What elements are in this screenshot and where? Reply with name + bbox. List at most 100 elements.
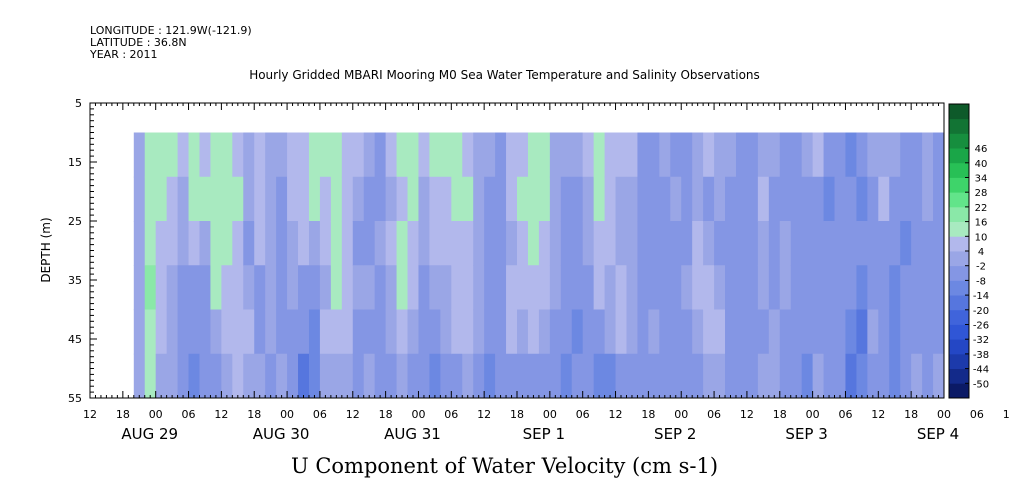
heatmap-cell [265,353,277,398]
heatmap-cell [232,132,244,178]
x-day-label: SEP 1 [523,425,565,443]
heatmap-cell [670,176,682,222]
heatmap-cell [385,221,398,266]
x-day-label: SEP 4 [917,425,959,443]
heatmap-cell [768,132,781,178]
heatmap-cell [166,265,179,311]
heatmap-cell [363,265,376,311]
heatmap-cell [725,353,737,398]
heatmap-cell [900,221,912,266]
heatmap-cell [933,132,944,178]
heatmap-cell [538,132,551,178]
x-hour-label: 06 [576,408,590,421]
heatmap-cell [232,265,244,311]
x-day-label: AUG 30 [253,425,310,443]
x-hour-label: 00 [411,408,425,421]
heatmap-cell [845,221,858,266]
heatmap-cell [276,132,288,178]
heatmap-cell [746,353,759,398]
heatmap-cell [341,265,354,311]
heatmap-cell [308,265,321,311]
heatmap-cell [330,265,343,311]
heatmap-cell [374,132,387,178]
heatmap-cell [626,176,639,222]
heatmap-cell [790,132,803,178]
heatmap-cell [319,176,332,222]
heatmap-cell [484,132,496,178]
heatmap-cell [243,353,255,398]
heatmap-cell [615,265,628,311]
heatmap-cell [495,353,507,398]
colorbar-swatch [949,280,969,296]
heatmap-cell [440,309,452,355]
heatmap-cell [670,265,682,311]
x-hour-label: 12 [609,408,623,421]
heatmap-cell [845,265,858,311]
heatmap-cell [517,353,529,398]
heatmap-cell [418,176,431,222]
heatmap-cell [177,265,190,311]
colorbar-label: 22 [975,203,988,214]
heatmap-cell [779,132,792,178]
longitude-label: LONGITUDE : 121.9W(-121.9) [90,24,252,37]
x-hour-label: 00 [149,408,163,421]
heatmap-cell [670,221,682,266]
heatmap-cell [911,353,923,398]
heatmap-cell [714,353,726,398]
heatmap-cell [484,265,496,311]
heatmap-cell [506,265,518,311]
heatmap-cell [703,132,715,178]
heatmap-cell [714,309,726,355]
heatmap-cell [265,309,277,355]
heatmap-cell [506,176,518,222]
heatmap-cell [484,221,496,266]
heatmap-cell [527,221,540,266]
heatmap-cell [341,221,354,266]
heatmap-cell [451,353,463,398]
x-hour-label: 00 [674,408,688,421]
heatmap-cell [922,353,934,398]
heatmap-cell [232,309,244,355]
heatmap-cell [626,132,639,178]
heatmap-cell [527,176,540,222]
colorbar-label: -8 [976,276,986,287]
heatmap-cell [298,176,310,222]
heatmap-cell [155,309,168,355]
heatmap-cell [604,309,617,355]
heatmap-cell [801,353,814,398]
colorbar-label: 4 [978,247,984,258]
heatmap-cell [900,265,912,311]
heatmap-cell [538,221,551,266]
heatmap-cell [615,132,628,178]
heatmap-cell [681,353,693,398]
heatmap-cell [221,132,233,178]
heatmap-cell [396,132,409,178]
heatmap-cell [856,265,868,311]
y-tick-label: 5 [75,97,82,110]
x-day-label: AUG 29 [121,425,178,443]
heatmap-cell [133,176,146,222]
heatmap-cell [155,353,168,398]
heatmap-cell [265,221,277,266]
heatmap-cell [560,132,573,178]
heatmap-cell [177,309,190,355]
heatmap-cell [801,176,814,222]
heatmap-cell [133,265,146,311]
heatmap-cell [330,221,343,266]
heatmap-cell [823,309,836,355]
heatmap-cell [889,221,901,266]
heatmap-cell [330,309,343,355]
heatmap-cell [506,353,518,398]
heatmap-cell [571,265,584,311]
heatmap-cell [922,265,934,311]
heatmap-cell [517,309,529,355]
heatmap-cell [604,221,617,266]
heatmap-cell [473,265,485,311]
heatmap-cell [626,353,639,398]
heatmap-cell [571,353,584,398]
heatmap-cell [582,176,595,222]
colorbar-swatch [949,295,969,311]
heatmap-cell [703,309,715,355]
heatmap-cell [768,176,781,222]
heatmap-cell [538,353,551,398]
